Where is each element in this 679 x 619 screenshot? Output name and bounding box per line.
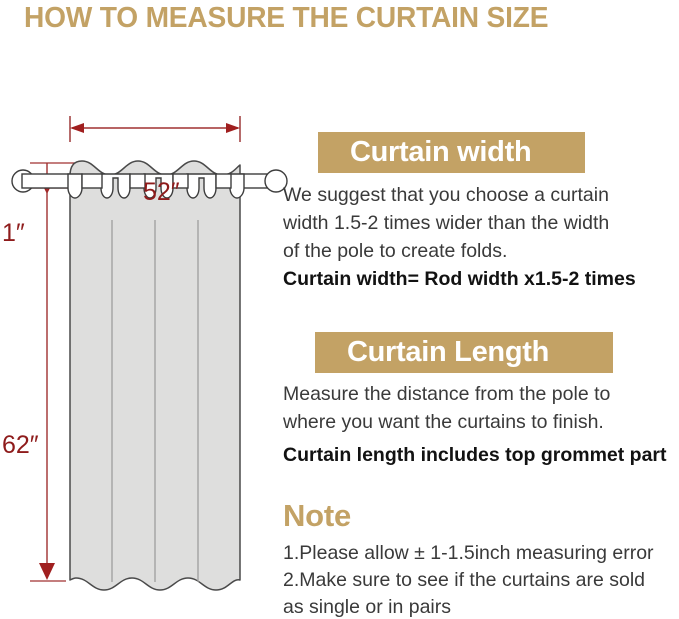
instructions-column: Curtain width We suggest that you choose… [275, 0, 679, 619]
note-items: 1.Please allow ± 1-1.5inch measuring err… [283, 542, 654, 618]
curtain-measurement-diagram: 52″ 1″ 62″ [0, 80, 300, 619]
width-dimension-group [69, 116, 241, 142]
grommet [143, 173, 174, 199]
grommet [186, 173, 217, 199]
curtain-diagram-svg [11, 116, 288, 591]
curtain-width-formula: Curtain width= Rod width x1.5-2 times [283, 268, 636, 290]
grommet [229, 173, 245, 199]
grommet [67, 173, 83, 199]
curtain-length-formula: Curtain length includes top grommet part [283, 444, 667, 466]
section-heading-label: Curtain Length [347, 336, 550, 368]
length-dimension-label: 62″ [2, 431, 39, 459]
section-heading-curtain-width: Curtain width [318, 132, 585, 173]
width-dimension-label: 52″ [143, 178, 180, 206]
section-heading-curtain-length: Curtain Length [315, 332, 613, 373]
curtain-panel [69, 160, 241, 591]
curtain-length-description: Measure the distance from the pole to wh… [283, 383, 611, 433]
rod-finial-right [264, 169, 288, 193]
page-title: HOW TO MEASURE THE CURTAIN SIZE [24, 2, 549, 34]
rod-through-grommets [81, 173, 232, 189]
curtain-rod-group [11, 169, 288, 193]
grommet-group [67, 173, 245, 199]
curtain-width-description: We suggest that you choose a curtain wid… [283, 184, 610, 262]
section-heading-label: Curtain width [350, 136, 532, 168]
note-heading: Note [283, 498, 352, 533]
grommet [100, 173, 131, 199]
length-dimension-group [30, 180, 66, 582]
grommet-drop-dimension-label: 1″ [2, 219, 25, 247]
